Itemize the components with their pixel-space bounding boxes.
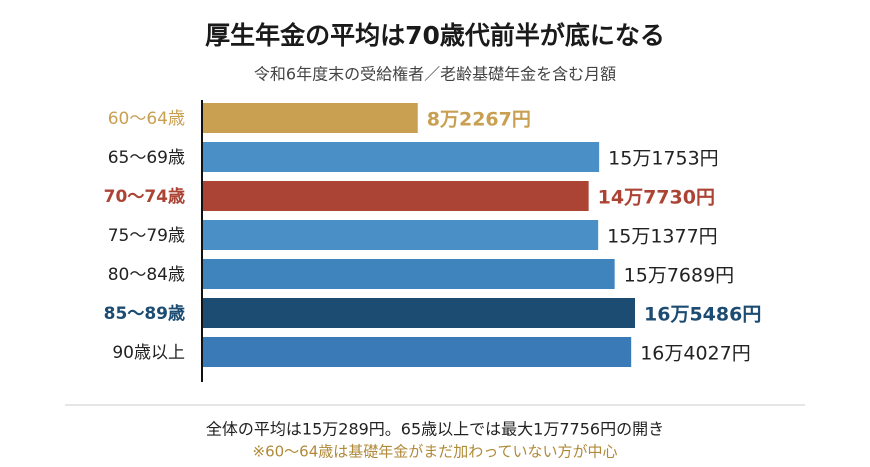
value-label: 16万4027円 [640, 343, 751, 365]
bar [203, 259, 615, 289]
value-label: 8万2267円 [427, 109, 531, 131]
value-label: 16万5486円 [644, 304, 761, 326]
category-label: 85〜89歳 [104, 303, 185, 324]
chart-subtitle: 令和6年度末の受給権者／老齢基礎年金を含む月額 [254, 65, 616, 84]
chart-title: 厚生年金の平均は70歳代前半が底になる [205, 21, 665, 50]
bar [203, 103, 418, 133]
category-label: 90歳以上 [112, 343, 185, 363]
category-label: 75〜79歳 [108, 226, 185, 246]
bar [203, 181, 589, 211]
bar [203, 142, 600, 172]
bar [203, 220, 599, 250]
category-label: 60〜64歳 [108, 109, 185, 129]
note: 全体の平均は15万289円。65歳以上では最大1万7756円の開き [206, 420, 664, 439]
bar [203, 337, 632, 367]
category-label: 80〜84歳 [108, 265, 185, 285]
category-label: 65〜69歳 [108, 148, 185, 168]
value-label: 15万1377円 [607, 226, 718, 248]
value-label: 15万7689円 [624, 265, 735, 287]
value-label: 14万7730円 [598, 187, 715, 209]
value-label: 15万1753円 [608, 148, 719, 170]
note: ※60〜64歳は基礎年金がまだ加わっていない方が中心 [253, 443, 618, 461]
bar [203, 298, 635, 328]
category-label: 70〜74歳 [104, 186, 185, 207]
